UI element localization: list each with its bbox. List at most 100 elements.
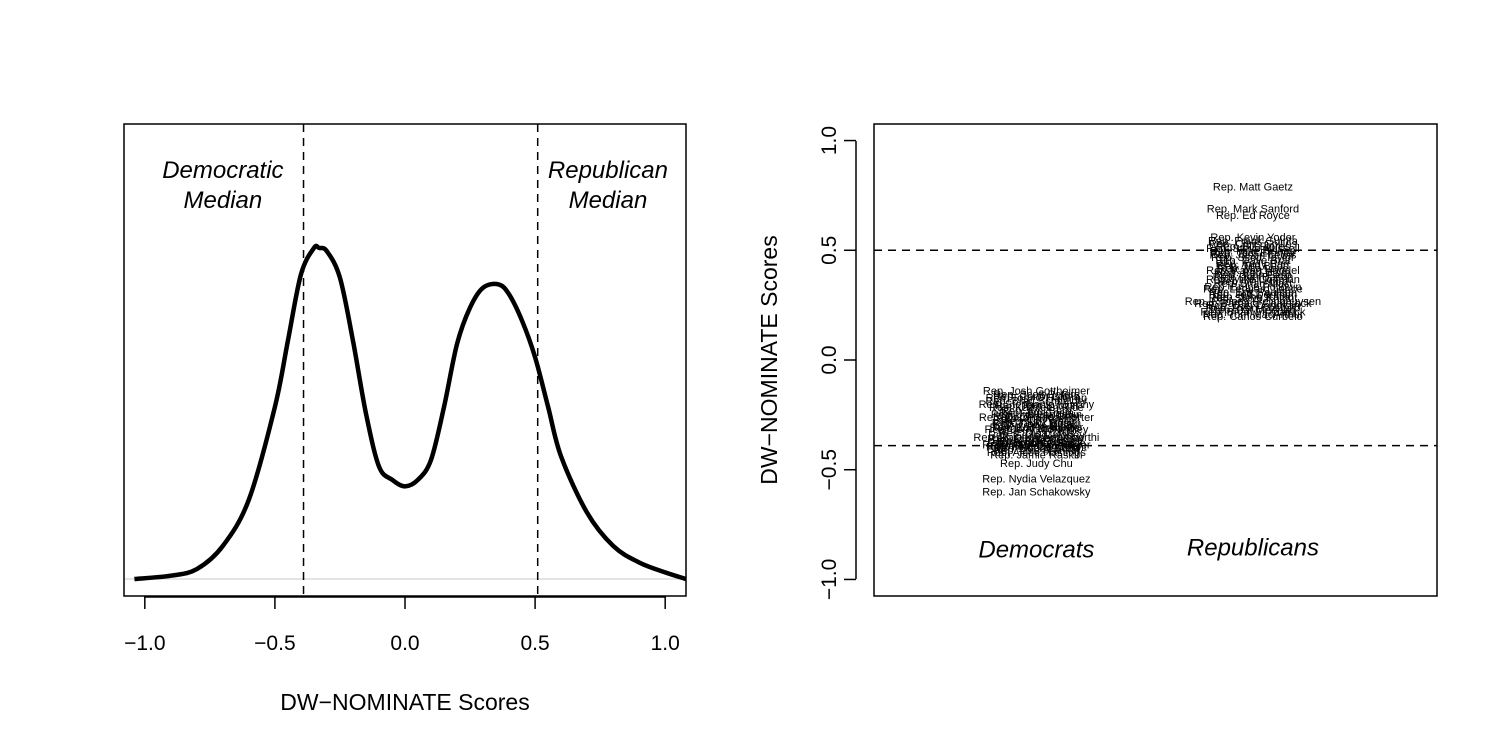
representative-label: Rep. Sean Maloney <box>988 430 1085 442</box>
representative-label: Rep. Mia Love <box>1217 263 1288 275</box>
representative-label: Rep. Jamie Raskin <box>990 449 1082 461</box>
representative-label: Rep. Ron Kind <box>1001 421 1073 433</box>
representative-label: Rep. Don Beyer <box>997 438 1076 450</box>
representative-label: Rep. Judy Chu <box>1000 458 1073 470</box>
representative-label: Rep. Brian Mast <box>1214 278 1293 290</box>
representative-label: Rep. Mark DeSaulnier <box>982 439 1091 451</box>
representative-label: Rep. Brian Fitzpatrick <box>1200 307 1306 319</box>
y-tick-label: 0.0 <box>818 345 841 374</box>
republicans-group-label: Republicans <box>1187 534 1319 561</box>
representative-label: Rep. Dan Lipinski <box>993 419 1079 431</box>
representative-label: Rep. Mike Bishop <box>1210 245 1296 257</box>
representative-label: Rep. Dina Titus <box>999 427 1075 439</box>
representative-label: Rep. Charlie Crist <box>993 411 1080 423</box>
representative-label: Rep. Ami Bera <box>1001 405 1073 417</box>
y-axis-ticks: −1.0 −0.5 0.0 0.5 1.0 <box>818 126 856 600</box>
y-axis-title: DW−NOMINATE Scores <box>756 235 782 484</box>
representative-label: Rep. Ed Perlmutter <box>990 422 1084 434</box>
representative-label: Rep. Nydia Velazquez <box>982 474 1090 486</box>
representative-label: Rep. Jerry McNerney <box>984 424 1088 436</box>
x-axis-title: DW−NOMINATE Scores <box>280 689 529 715</box>
representative-label: Rep. Ryan Costello <box>1206 302 1301 314</box>
representative-label: Rep. John Katko <box>1212 291 1293 303</box>
republican-median-annotation-line2: Median <box>569 187 648 214</box>
representative-label: Rep. Brad Schneider <box>985 396 1087 408</box>
density-plot-frame <box>123 123 687 597</box>
representative-label: Rep. Kathleen Rice <box>989 402 1084 414</box>
representative-label: Rep. Scott Taylor <box>1211 252 1295 264</box>
representative-label: Rep. Mark Sanford <box>1207 204 1299 216</box>
democrats-group-label: Democrats <box>978 537 1094 564</box>
representative-label: Rep. Bill Flores <box>1216 241 1291 253</box>
representative-label: Rep. Jeff Denham <box>1209 289 1297 301</box>
representative-label: Rep. Barbara Comstock <box>1194 298 1312 310</box>
representative-label: Rep. Kevin Yoder <box>1210 232 1295 244</box>
representative-label: Rep. Brendan Boyle <box>987 437 1085 449</box>
representative-label: Rep. Ann Kuster <box>996 413 1076 425</box>
representative-label: Rep. Val Demings <box>992 423 1080 435</box>
representative-label: Rep. Ted Budd <box>1217 261 1290 273</box>
representative-label: Rep. Bobby Scott <box>994 443 1080 455</box>
representative-label: Rep. Joe Courtney <box>991 441 1083 453</box>
density-panel: Democratic Median Republican Median −1.0… <box>123 123 687 715</box>
representative-label: Rep. Bill Foster <box>999 436 1075 448</box>
representative-label: Rep. Erik Paulsen <box>1209 287 1297 299</box>
representative-label: Rep. Josh Gottheimer <box>983 386 1090 398</box>
representative-label: Rep. Elizabeth Esty <box>988 433 1084 445</box>
representative-label: Rep. Mike Coffman <box>1206 274 1300 286</box>
x-tick-label: 0.0 <box>390 632 419 655</box>
representative-label: Rep. John Faso <box>1214 269 1292 281</box>
representative-label: Rep. Ed Royce <box>1216 210 1290 222</box>
representative-label: Rep. Conor Lamb <box>993 391 1080 403</box>
y-tick-label: −1.0 <box>818 559 841 600</box>
representative-label: Rep. Tim Walz <box>1001 415 1072 427</box>
representative-label: Rep. Jan Schakowsky <box>982 487 1091 499</box>
representative-label: Rep. Tom O'Halleran <box>986 392 1088 404</box>
representative-label: Rep. Andy Barr <box>1216 258 1291 270</box>
representative-label: Rep. Rodney Frelinghuysen <box>1185 296 1321 308</box>
scores-plot-frame <box>873 123 1438 597</box>
x-tick-label: −1.0 <box>124 632 165 655</box>
representative-label: Rep. Karen Handel <box>1206 265 1300 277</box>
republican-median-annotation-line1: Republican <box>548 157 668 184</box>
representative-label: Rep. Stephanie Murphy <box>979 399 1095 411</box>
representative-label: Rep. Matt Cartwright <box>986 442 1087 454</box>
representative-label: Rep. Lois Frankel <box>993 445 1079 457</box>
representative-label: Rep. Tom Suozzi <box>995 400 1078 412</box>
x-axis-ticks: −1.0 −0.5 0.0 0.5 1.0 <box>124 597 680 655</box>
y-tick-label: 0.5 <box>818 236 841 265</box>
representative-label: Rep. Bruce Poliquin <box>1204 281 1301 293</box>
y-tick-label: −0.5 <box>818 449 841 490</box>
democratic-median-annotation-line1: Democratic <box>162 157 283 184</box>
representative-label: Rep. Carlos Curbelo <box>1203 311 1303 323</box>
representative-label: Rep. Alcee Hastings <box>987 447 1087 459</box>
representative-label: Rep. Dan Donovan <box>1206 300 1300 312</box>
density-curve <box>134 243 687 582</box>
representative-label: Rep. Raja Krishnamoorthi <box>973 432 1099 444</box>
representative-label: Rep. Don Bacon <box>1213 272 1294 284</box>
democratic-median-annotation-line2: Median <box>184 187 263 214</box>
x-tick-label: −0.5 <box>254 632 295 655</box>
representative-label: Rep. Matt Gaetz <box>1213 182 1293 194</box>
representative-label: Rep. Jim Langevin <box>991 409 1082 421</box>
y-tick-label: 1.0 <box>818 126 841 155</box>
representative-label: Rep. Carol Shea-Porter <box>979 412 1094 424</box>
representative-label: Rep. Will Hurd <box>1217 276 1288 288</box>
representative-label: Rep. Pat Meehan <box>1210 305 1296 317</box>
representative-label: Rep. Dave Brat <box>1215 255 1290 267</box>
representative-label: Rep. Scott Peters <box>993 389 1080 401</box>
representative-label: Rep. Chris Collins <box>1209 239 1298 251</box>
representative-label: Rep. Tom MacArthur <box>1203 309 1304 321</box>
representative-label: Rep. Jacky Rosen <box>992 418 1081 430</box>
representative-label: Rep. Jason Lewis <box>1210 250 1297 262</box>
x-tick-label: 1.0 <box>651 632 680 655</box>
representative-label: Rep. Tom Emmer <box>1210 247 1296 259</box>
representative-label: Rep. Steve Knight <box>1209 292 1298 304</box>
representative-label: Rep. Steve Russell <box>1206 243 1300 255</box>
representative-label: Rep. Frank Guinta <box>1208 235 1299 247</box>
x-tick-label: 0.5 <box>520 632 549 655</box>
representative-label: Rep. Rod Blum <box>1216 267 1291 279</box>
